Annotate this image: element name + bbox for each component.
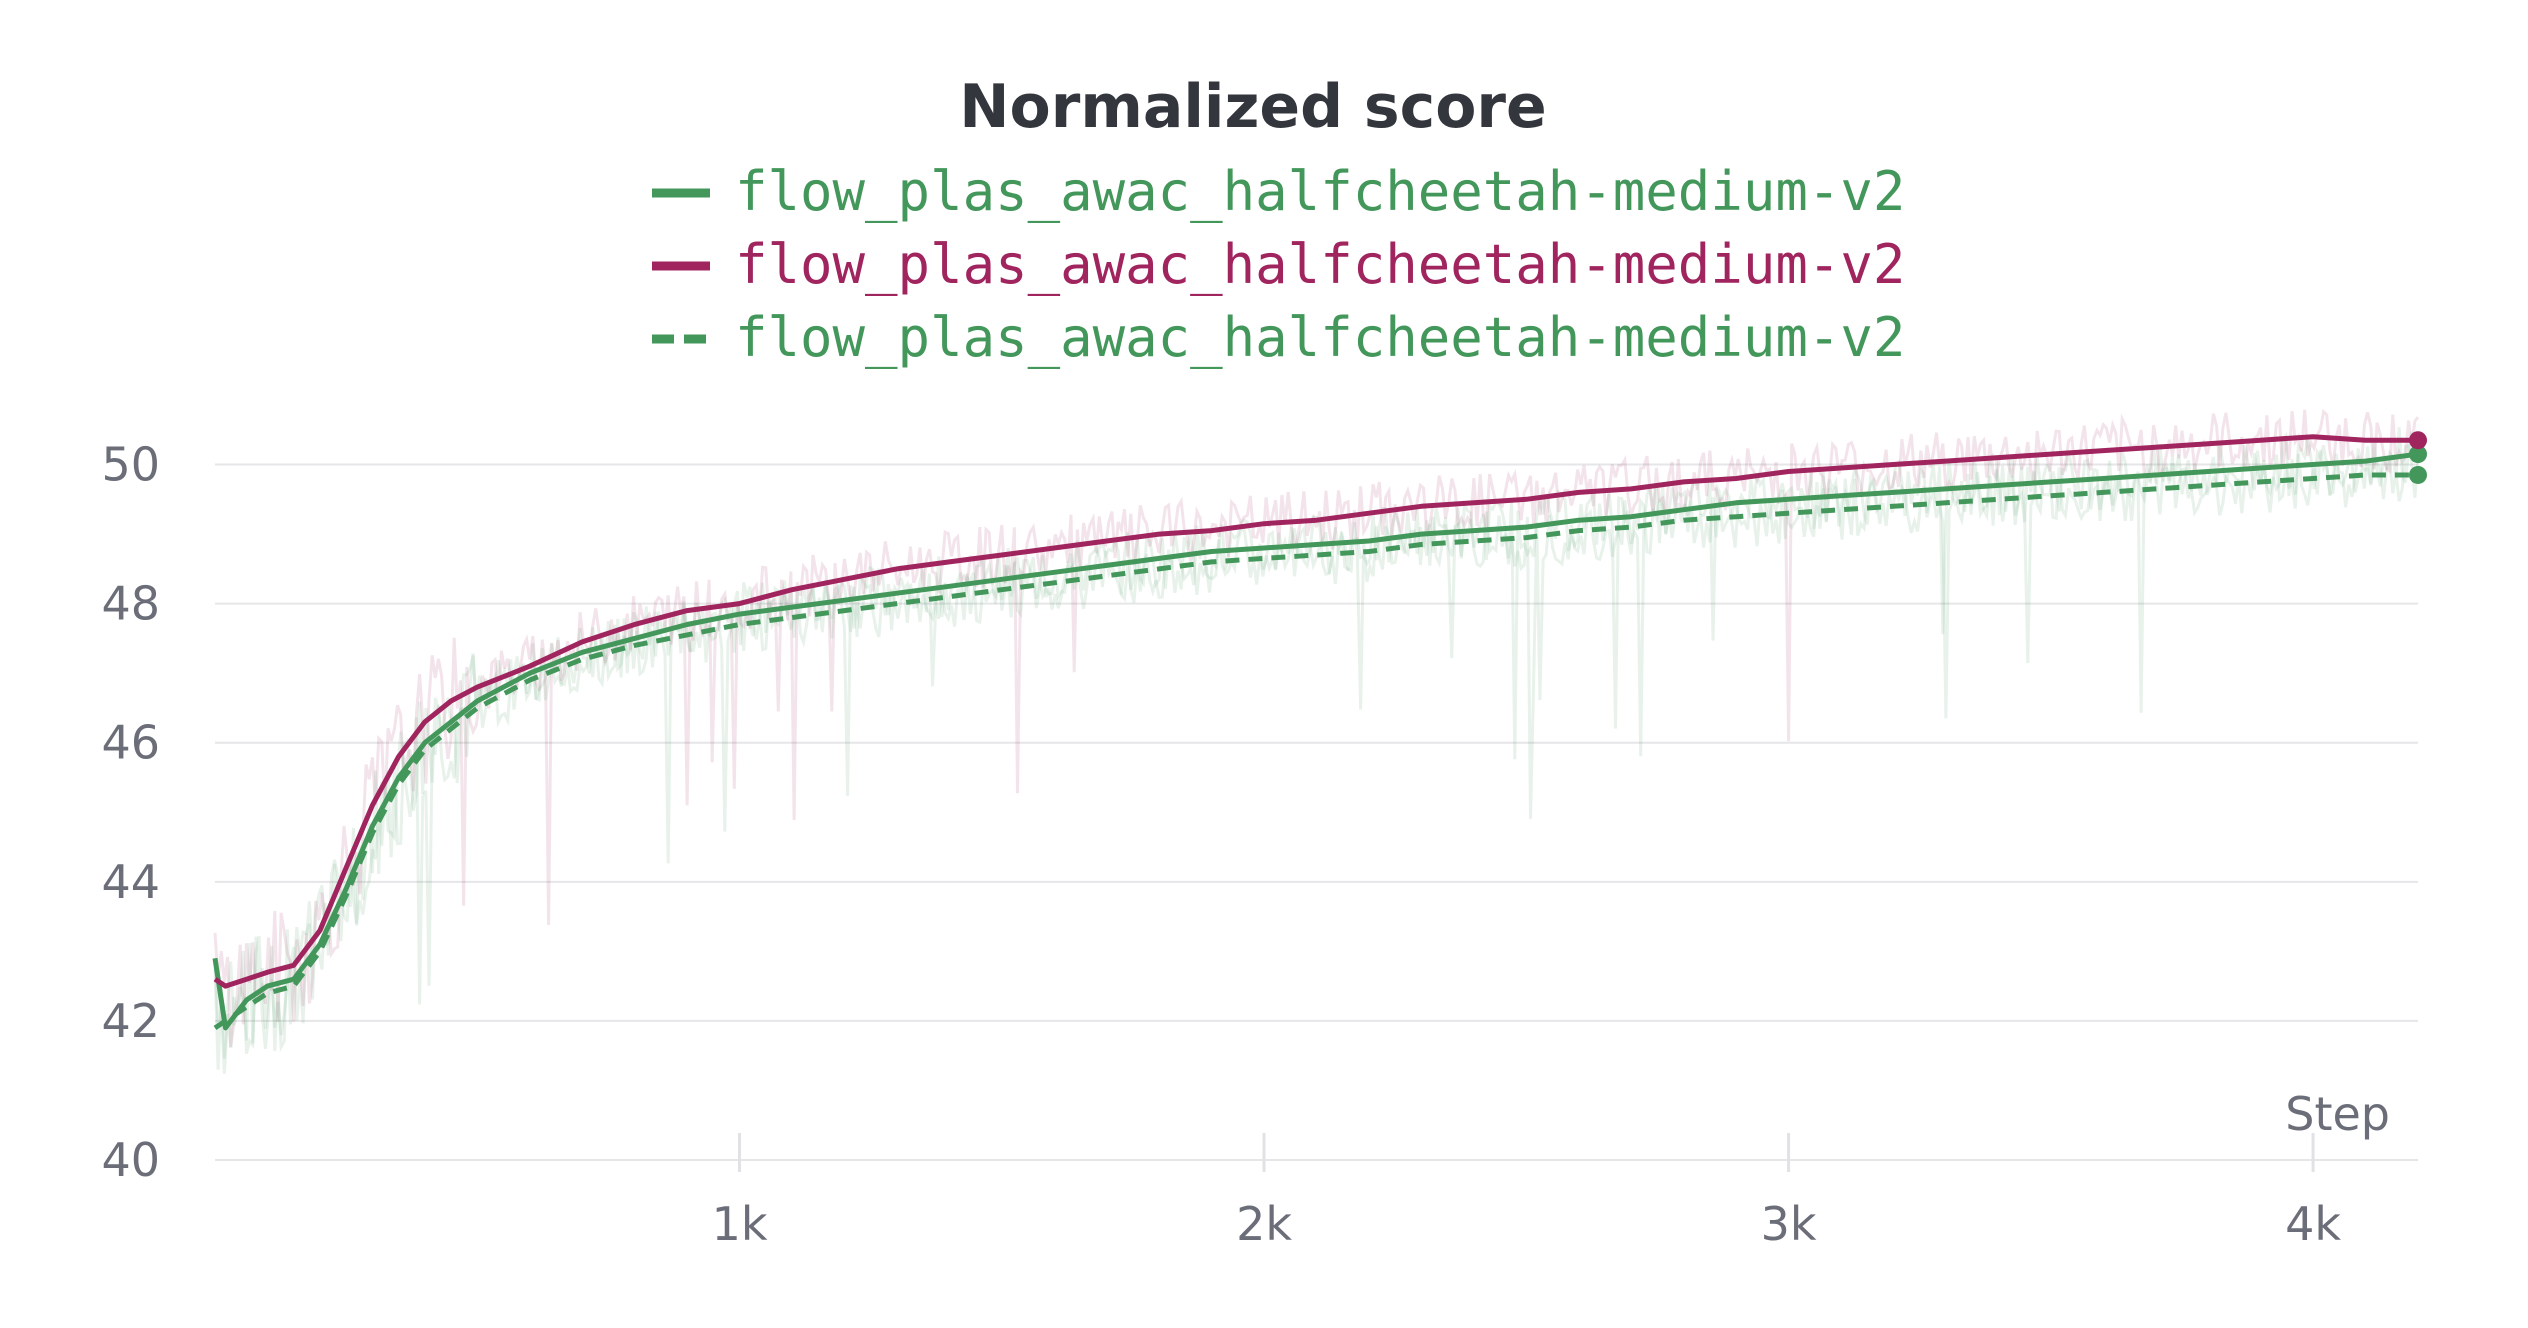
x-tick-label: 3k — [1761, 1197, 1817, 1251]
series-group — [212, 408, 2427, 1074]
grid-lines — [215, 463, 2418, 1161]
series-1-raw-line — [213, 427, 2420, 1074]
y-tick-label: 48 — [101, 577, 160, 631]
x-axis-label: Step — [2285, 1087, 2390, 1141]
series-2-line — [213, 434, 2418, 989]
x-axis: 1k 2k 3k 4k — [712, 1133, 2341, 1251]
legend-label-2: flow_plas_awac_halfcheetah-medium-v2 — [735, 233, 1905, 296]
x-tick-label: 2k — [1236, 1197, 1292, 1251]
y-tick-label: 40 — [101, 1133, 160, 1187]
legend: flow_plas_awac_halfcheetah-medium-v2flow… — [652, 160, 1905, 369]
series-2-end-point — [2409, 431, 2427, 450]
series-2-raw-line — [213, 408, 2420, 1048]
series-1-line — [212, 451, 2419, 1031]
y-tick-label: 44 — [101, 855, 160, 909]
x-tick-label: 1k — [712, 1197, 768, 1251]
y-tick-label: 42 — [101, 994, 160, 1048]
series-1-end-point — [2409, 445, 2427, 464]
legend-label-3: flow_plas_awac_halfcheetah-medium-v2 — [735, 306, 1905, 369]
y-axis: 40 42 44 46 48 50 — [101, 438, 160, 1187]
series-3-end-point — [2409, 465, 2427, 484]
y-tick-label: 50 — [101, 438, 160, 492]
y-tick-label: 46 — [101, 716, 160, 770]
series-3-line — [213, 472, 2418, 1030]
legend-label-1: flow_plas_awac_halfcheetah-medium-v2 — [735, 160, 1905, 223]
chart-title: Normalized score — [959, 72, 1546, 142]
x-tick-label: 4k — [2285, 1197, 2341, 1251]
